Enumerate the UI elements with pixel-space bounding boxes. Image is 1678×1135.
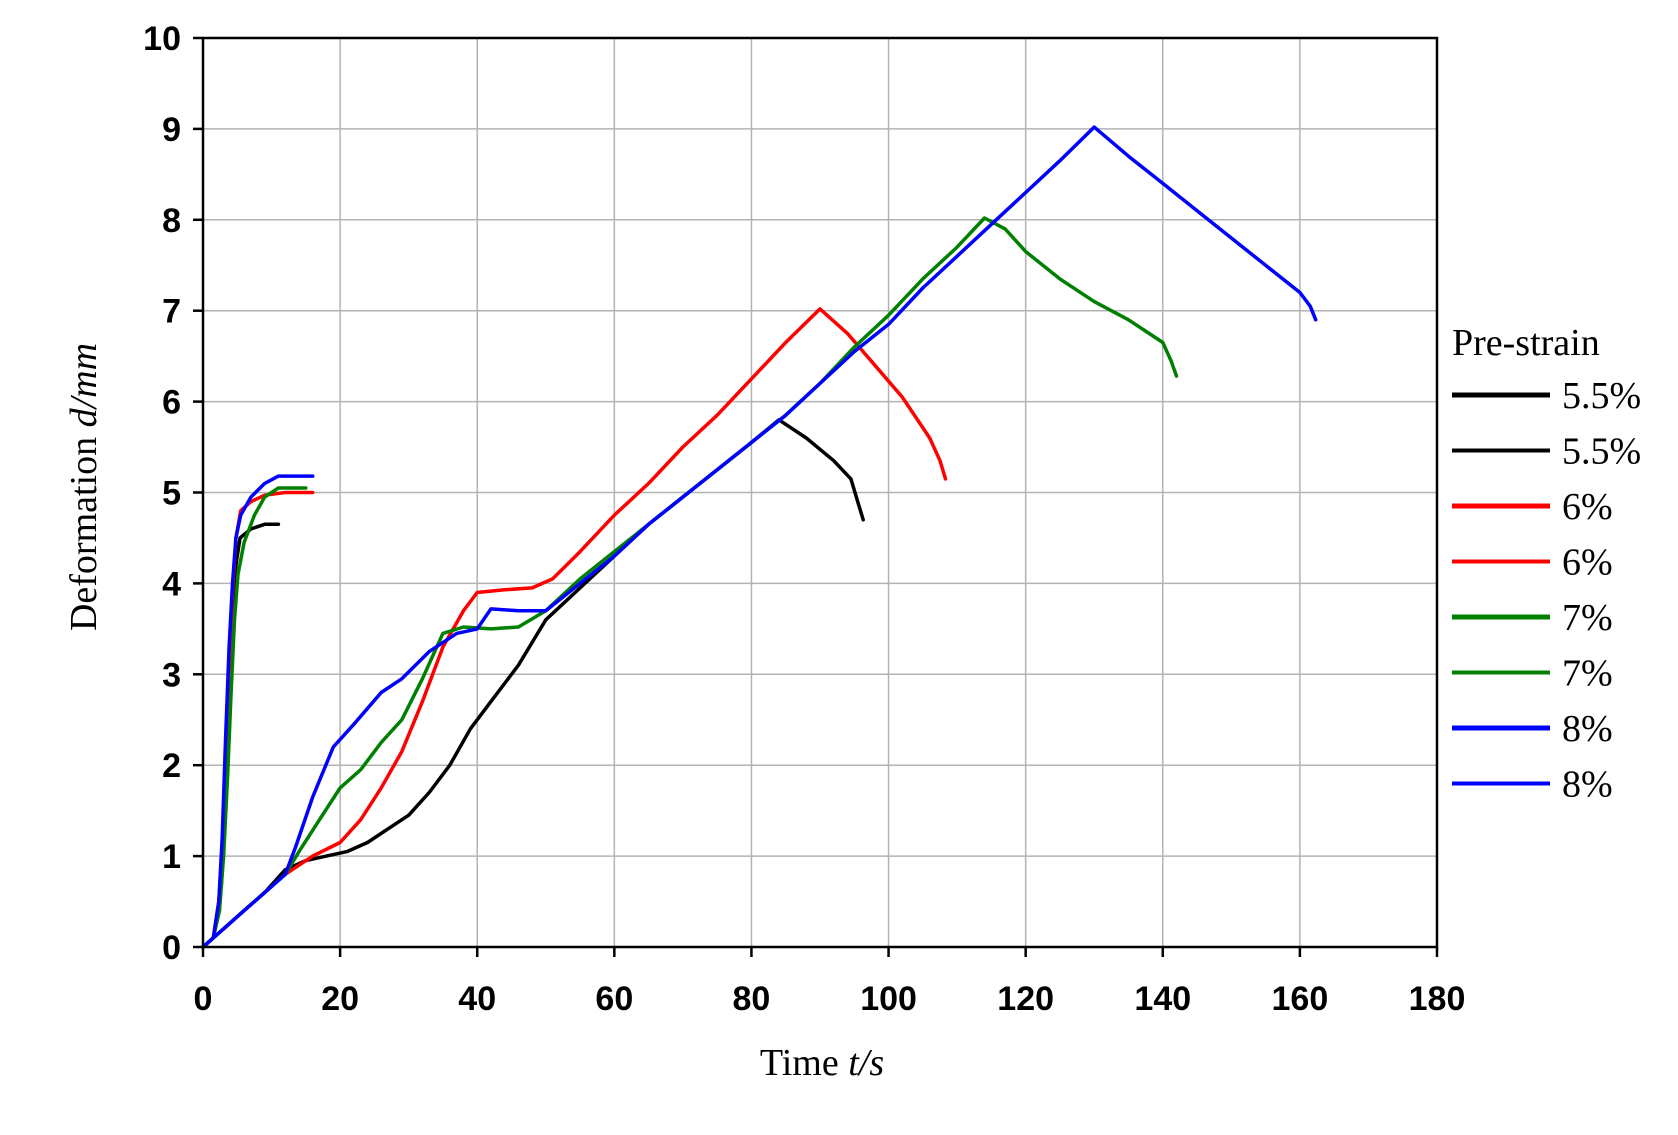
series-line-5 [201, 216, 1179, 949]
series-line-6 [201, 474, 315, 949]
x-tick-label: 80 [733, 980, 771, 1018]
x-tick-label: 140 [1134, 980, 1191, 1018]
x-tick-label: 120 [997, 980, 1054, 1018]
legend: Pre-strain 5.5% 5.5% 6% 6% 7% 7% 8% 8% [1452, 322, 1641, 806]
series-line-0 [201, 522, 281, 949]
y-tick-label: 8 [162, 202, 181, 240]
y-tick-label: 5 [162, 475, 181, 513]
grid-lines [203, 38, 1437, 947]
y-tick-label: 6 [162, 384, 181, 422]
axis-ticks [193, 36, 1439, 957]
series-lines [201, 125, 1318, 949]
y-tick-labels: 0 1 2 3 4 5 6 7 8 9 10 [143, 20, 181, 967]
y-tick-label: 7 [162, 293, 181, 331]
y-tick-label: 3 [162, 656, 181, 694]
x-tick-labels: 0 20 40 60 80 100 120 140 160 180 [194, 980, 1466, 1018]
series-line-1 [201, 418, 865, 949]
legend-label: 8% [1562, 708, 1613, 750]
x-tick-label: 60 [595, 980, 633, 1018]
x-tick-label: 20 [321, 980, 359, 1018]
legend-label: 6% [1562, 486, 1613, 528]
legend-title: Pre-strain [1452, 322, 1600, 364]
x-tick-label: 160 [1272, 980, 1329, 1018]
legend-label: 7% [1562, 597, 1613, 639]
y-tick-label: 0 [162, 929, 181, 967]
y-tick-label: 10 [143, 20, 181, 58]
legend-label: 6% [1562, 542, 1613, 584]
x-axis-title: Time t/s [760, 1042, 884, 1084]
y-tick-label: 2 [162, 747, 181, 785]
y-tick-label: 9 [162, 111, 181, 149]
x-tick-label: 180 [1409, 980, 1466, 1018]
x-tick-label: 0 [194, 980, 213, 1018]
legend-label: 5.5% [1562, 375, 1641, 417]
x-tick-label: 100 [860, 980, 917, 1018]
y-axis-title: Deformation d/mm [63, 343, 105, 631]
x-tick-label: 40 [458, 980, 496, 1018]
y-tick-label: 1 [162, 838, 181, 876]
series-line-7 [201, 125, 1318, 949]
legend-label: 5.5% [1562, 431, 1641, 473]
legend-label: 8% [1562, 764, 1613, 806]
series-line-4 [201, 486, 308, 949]
series-line-3 [201, 307, 948, 949]
legend-label: 7% [1562, 653, 1613, 695]
y-tick-label: 4 [162, 565, 181, 603]
